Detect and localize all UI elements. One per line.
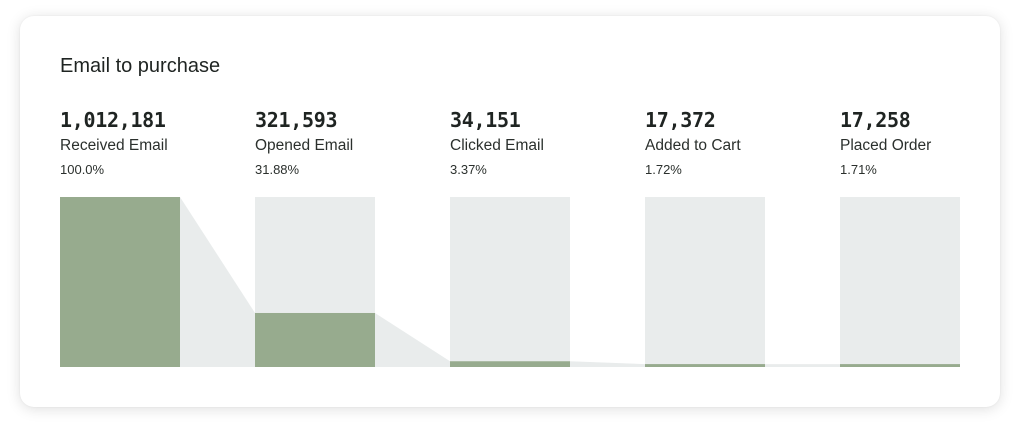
bar-placed-order[interactable]: [840, 364, 960, 367]
stage-opened-email: 321,593 Opened Email 31.88%: [255, 108, 415, 178]
funnel-chart: [60, 197, 960, 367]
stage-percent: 1.72%: [645, 162, 682, 177]
stage-label: Opened Email: [255, 137, 354, 154]
stage-value: 34,151: [450, 108, 521, 132]
bar-opened-email[interactable]: [255, 312, 375, 367]
stage-value: 17,258: [840, 108, 911, 132]
bar-clicked-email[interactable]: [450, 361, 570, 367]
funnel-connector-1: [180, 197, 255, 367]
stage-value: 321,593: [255, 108, 338, 132]
stage-percent: 100.0%: [60, 162, 105, 177]
stage-received-email: 1,012,181 Received Email 100.0%: [60, 108, 220, 178]
bar-added-to-cart[interactable]: [645, 364, 765, 367]
funnel-connector-4: [765, 364, 840, 367]
bar-track-placed-order: [840, 197, 960, 367]
stage-clicked-email: 34,151 Clicked Email 3.37%: [450, 108, 610, 178]
stage-value: 17,372: [645, 108, 716, 132]
stage-percent: 1.71%: [840, 162, 877, 177]
stage-label: Clicked Email: [450, 137, 544, 154]
stage-added-to-cart: 17,372 Added to Cart 1.72%: [645, 108, 805, 178]
funnel-connector-2: [375, 312, 450, 367]
stage-label: Received Email: [60, 137, 168, 154]
funnel-card: Email to purchase 1,012,181 Received Ema…: [20, 16, 1000, 407]
stage-percent: 31.88%: [255, 162, 300, 177]
stage-value: 1,012,181: [60, 108, 166, 132]
stage-placed-order: 17,258 Placed Order 1.71%: [840, 108, 1000, 178]
stage-percent: 3.37%: [450, 162, 487, 177]
bar-received-email[interactable]: [60, 197, 180, 367]
stage-label: Placed Order: [840, 137, 932, 154]
stage-label: Added to Cart: [645, 137, 741, 154]
bar-track-added-to-cart: [645, 197, 765, 367]
bar-track-clicked-email: [450, 197, 570, 367]
chart-title: Email to purchase: [60, 55, 221, 77]
funnel-connector-3: [570, 361, 645, 367]
